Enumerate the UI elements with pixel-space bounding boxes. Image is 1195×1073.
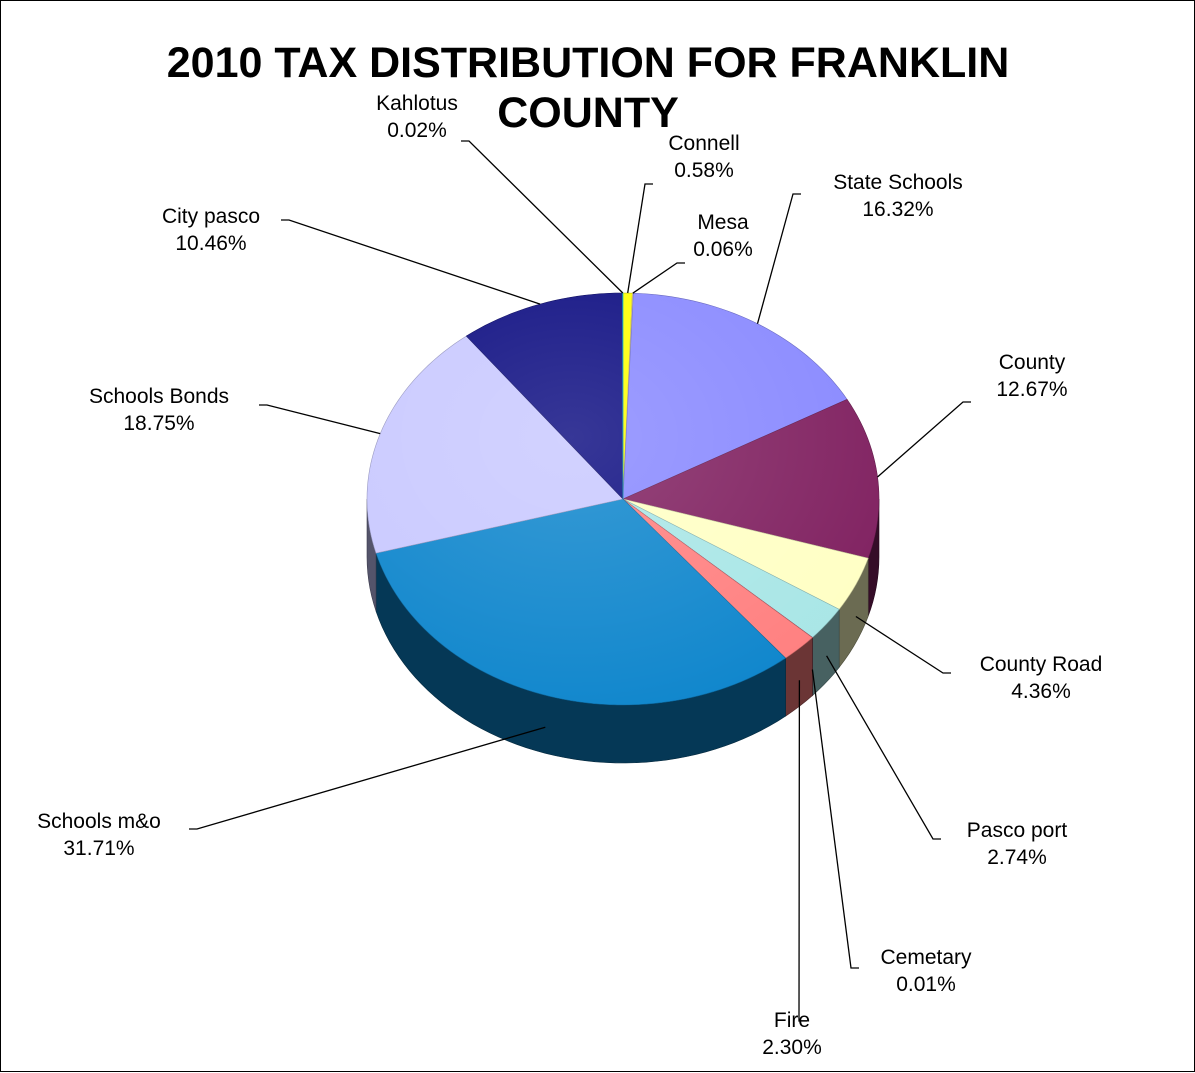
leader-line-schools-bonds [259, 405, 380, 434]
leader-line-schools-mando [189, 727, 545, 829]
slice-name-connell: Connell [668, 132, 739, 155]
slice-value-state-schools: 16.32% [862, 198, 933, 221]
slice-value-connell: 0.58% [674, 159, 734, 182]
leader-line-kahlotus [461, 141, 623, 293]
slice-value-schools-bonds: 18.75% [123, 412, 194, 435]
slice-value-cemetary: 0.01% [896, 973, 956, 996]
leader-line-city-pasco [281, 220, 540, 304]
leader-line-pasco-port [827, 656, 941, 839]
chart-title-line-1: 2010 TAX DISTRIBUTION FOR FRANKLIN [167, 39, 1010, 87]
slice-name-schools-bonds: Schools Bonds [89, 385, 229, 408]
leader-line-fire [799, 680, 807, 1021]
slice-value-schools-mando: 31.71% [63, 837, 134, 860]
slice-name-fire: Fire [774, 1009, 810, 1032]
slice-name-county: County [999, 351, 1066, 374]
slice-value-kahlotus: 0.02% [387, 119, 447, 142]
slice-value-county-road: 4.36% [1011, 680, 1071, 703]
leader-line-county [878, 402, 972, 477]
slice-name-cemetary: Cemetary [880, 946, 972, 969]
slice-name-schools-mando: Schools m&o [37, 810, 161, 833]
leader-line-connell [628, 184, 653, 293]
slice-value-city-pasco: 10.46% [175, 232, 246, 255]
slice-name-mesa: Mesa [697, 211, 749, 234]
slice-name-kahlotus: Kahlotus [376, 92, 458, 115]
slice-name-pasco-port: Pasco port [967, 819, 1068, 842]
leader-line-cemetary [812, 670, 859, 969]
chart-title-line-2: COUNTY [497, 89, 679, 137]
slice-name-county-road: County Road [980, 653, 1103, 676]
slice-name-city-pasco: City pasco [162, 205, 260, 228]
slice-value-mesa: 0.06% [693, 238, 753, 261]
leader-line-county-road [856, 617, 951, 674]
slice-value-pasco-port: 2.74% [987, 846, 1047, 869]
slice-value-fire: 2.30% [762, 1036, 822, 1059]
leader-line-mesa [633, 263, 685, 293]
leader-line-state-schools [758, 194, 802, 324]
slice-name-state-schools: State Schools [833, 171, 963, 194]
slice-value-county: 12.67% [996, 378, 1067, 401]
